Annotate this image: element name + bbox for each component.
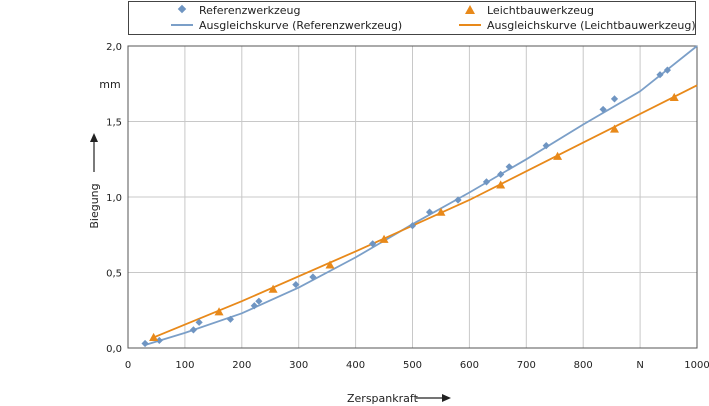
legend-label-ausgleichskurve-leichtbauwerkzeug: Ausgleichskurve (Leichtbauwerkzeug) [487,18,696,32]
fit-line [144,45,698,346]
x-axis-title: Zerspankraft [347,392,419,405]
data-point-referenzwerkzeug [226,315,235,323]
data-point-leichtbauwerkzeug [214,307,224,316]
data-point-leichtbauwerkzeug [609,124,619,133]
data-point-leichtbauwerkzeug [436,207,446,216]
x-tick-label: N [636,360,643,371]
data-point-referenzwerkzeug [542,142,550,150]
legend-item-leichtbauwerkzeug: Leichtbauwerkzeug [459,2,594,18]
data-point-referenzwerkzeug [292,280,300,289]
x-axis-arrowhead-icon [442,394,451,402]
fit-line [153,84,698,339]
data-point-referenzwerkzeug [408,222,417,230]
data-point-leichtbauwerkzeug [268,284,278,293]
x-tick-label: 1000 [684,360,709,371]
data-point-referenzwerkzeug [454,196,462,204]
data-point-referenzwerkzeug [189,326,198,334]
line-swatch-icon [171,24,193,26]
data-points [141,66,679,348]
x-tick-label: 200 [232,360,251,371]
triangle-marker-icon [465,5,475,14]
data-point-referenzwerkzeug [425,208,434,216]
y-axis-arrowhead-icon [90,133,98,142]
data-point-leichtbauwerkzeug [669,92,679,101]
legend-label-referenzwerkzeug: Referenzwerkzeug [199,3,301,17]
legend-item-ausgleichskurve-leichtbauwerkzeug: Ausgleichskurve (Leichtbauwerkzeug) [459,17,696,33]
data-point-referenzwerkzeug [599,105,607,114]
x-tick-label: 800 [574,360,593,371]
data-point-referenzwerkzeug [195,318,203,326]
y-axis-unit: mm [99,78,120,91]
y-tick-label: 2,0 [106,42,122,53]
data-point-referenzwerkzeug [663,66,672,74]
x-tick-label: 0 [125,360,131,371]
data-point-referenzwerkzeug [255,297,263,305]
axis-ticks: 0 100 200 300 400 500 600 700 800 N 1000 0,0 0,5 1,0 1… [106,42,709,371]
legend-label-leichtbauwerkzeug: Leichtbauwerkzeug [487,3,594,17]
legend-item-referenzwerkzeug: Referenzwerkzeug [171,2,301,18]
y-axis-title-group: Biegung [88,133,101,229]
x-tick-label: 300 [289,360,308,371]
fit-lines [144,45,698,346]
data-point-referenzwerkzeug [141,339,149,348]
line-swatch-icon [459,24,481,26]
data-point-leichtbauwerkzeug [325,260,335,269]
y-axis-title: Biegung [88,183,101,228]
data-point-referenzwerkzeug [505,163,513,171]
data-point-referenzwerkzeug [482,178,491,186]
x-tick-label: 600 [460,360,479,371]
data-point-leichtbauwerkzeug [149,332,159,342]
grid-lines [128,46,697,348]
y-tick-label: 0,0 [106,344,122,355]
data-point-leichtbauwerkzeug [496,180,506,189]
x-tick-label: 500 [403,360,422,371]
y-tick-label: 1,5 [106,118,122,129]
x-tick-label: 100 [175,360,194,371]
x-axis-title-group: Zerspankraft [347,392,451,405]
data-point-referenzwerkzeug [369,240,377,248]
x-tick-label: 700 [517,360,536,371]
plot-frame [127,45,698,349]
legend-item-ausgleichskurve-referenzwerkzeug: Ausgleichskurve (Referenzwerkzeug) [171,17,402,33]
y-tick-label: 1,0 [106,193,122,204]
data-point-referenzwerkzeug [309,273,317,281]
data-point-referenzwerkzeug [250,302,258,310]
data-point-referenzwerkzeug [656,71,664,79]
legend: Referenzwerkzeug Ausgleichskurve (Refere… [128,1,696,35]
data-point-leichtbauwerkzeug [553,151,563,160]
data-point-referenzwerkzeug [155,336,163,345]
data-point-referenzwerkzeug [497,170,505,178]
y-tick-label: 0,5 [106,269,122,280]
data-point-referenzwerkzeug [610,95,619,103]
legend-label-ausgleichskurve-referenzwerkzeug: Ausgleichskurve (Referenzwerkzeug) [199,18,403,32]
x-tick-label: 400 [346,360,365,371]
data-point-leichtbauwerkzeug [379,234,389,243]
